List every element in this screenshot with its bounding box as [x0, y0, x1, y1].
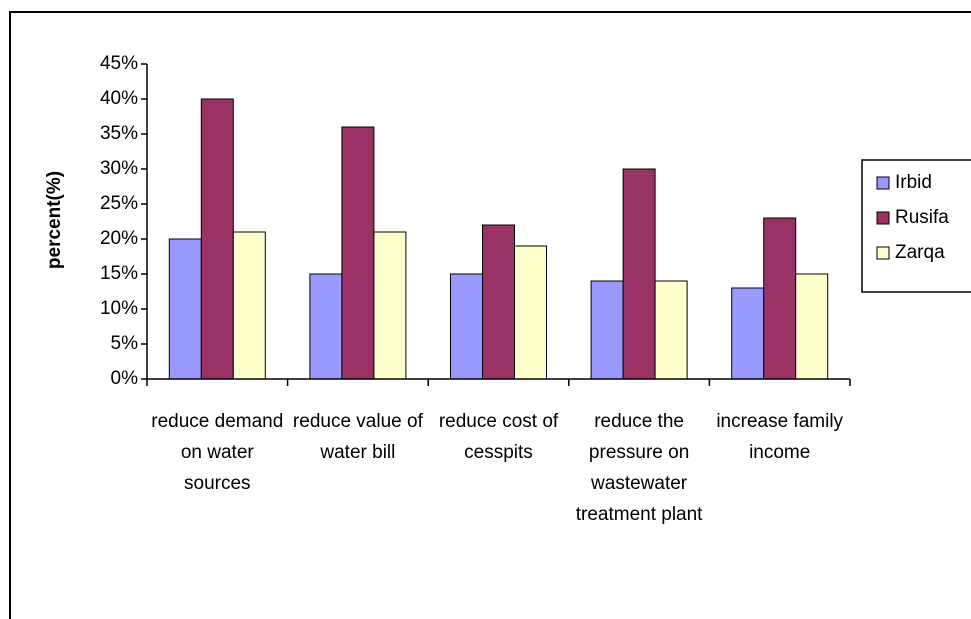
- x-tick-label: increase family income: [716, 411, 844, 463]
- y-tick-label: 45%: [100, 53, 138, 74]
- x-tick-label: reduce the pressure on wastewater treatm…: [575, 411, 703, 525]
- bar: [514, 245, 547, 380]
- bar: [200, 98, 234, 380]
- y-tick-label: 35%: [100, 123, 138, 144]
- bar: [168, 238, 202, 380]
- y-tick-label: 0%: [111, 368, 139, 389]
- legend-swatch: [876, 176, 890, 190]
- legend-label: Irbid: [895, 172, 932, 193]
- bar: [590, 280, 624, 380]
- bar: [341, 126, 375, 380]
- y-tick-label: 25%: [100, 193, 138, 214]
- legend-swatch: [876, 211, 890, 225]
- y-tick-label: 30%: [100, 158, 138, 179]
- x-tick-label: reduce value of water bill: [292, 411, 423, 463]
- bar: [763, 217, 797, 380]
- x-tick-label: reduce cost of cesspits: [438, 411, 559, 463]
- legend-label: Rusifa: [895, 207, 949, 228]
- bar: [482, 224, 515, 380]
- legend-swatch: [876, 246, 890, 260]
- bar: [622, 168, 656, 380]
- legend-label: Zarqa: [895, 242, 945, 263]
- y-tick-label: 20%: [100, 228, 138, 249]
- bar: [232, 231, 266, 380]
- bar: [450, 273, 483, 380]
- y-tick-label: 10%: [100, 298, 138, 319]
- y-tick-label: 15%: [100, 263, 138, 284]
- y-axis-label: percent(%): [44, 171, 65, 269]
- x-tick-label: reduce demand on water sources: [151, 411, 284, 494]
- bar: [731, 287, 765, 380]
- bar: [309, 273, 343, 380]
- y-tick-label: 40%: [100, 88, 138, 109]
- bar: [654, 280, 688, 380]
- bar: [795, 273, 829, 380]
- bar: [373, 231, 407, 380]
- y-tick-label: 5%: [111, 333, 139, 354]
